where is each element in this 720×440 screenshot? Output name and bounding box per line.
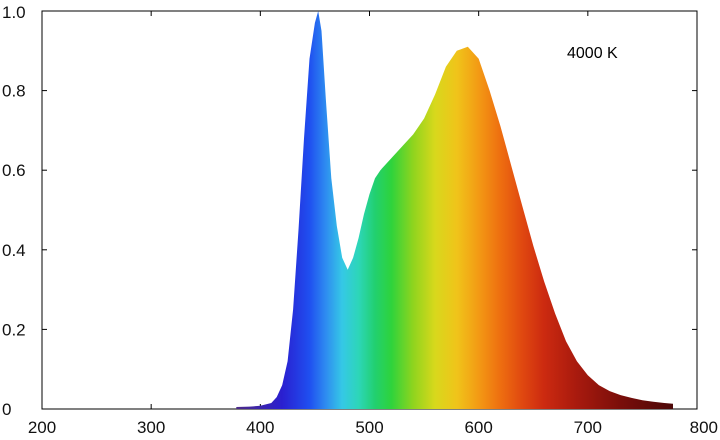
x-tick-label-300: 300: [137, 418, 165, 437]
y-tick-label-0.8: 0.8: [2, 82, 26, 101]
y-tick-labels: 0 0.2 0.4 0.6 0.8 1.0: [2, 3, 26, 419]
color-temperature-label: 4000 K: [567, 45, 618, 62]
x-tick-label-600: 600: [464, 418, 492, 437]
x-tick-label-500: 500: [355, 418, 383, 437]
axis-ticks: [41, 10, 698, 410]
y-tick-label-0: 0: [2, 400, 11, 419]
y-tick-label-0.6: 0.6: [2, 161, 26, 180]
y-tick-label-1.0: 1.0: [2, 3, 26, 22]
x-tick-label-800: 800: [690, 418, 718, 437]
spectrum-area: [236, 11, 674, 409]
x-tick-label-200: 200: [28, 418, 56, 437]
x-tick-label-700: 700: [574, 418, 602, 437]
y-tick-label-0.4: 0.4: [2, 241, 26, 260]
y-tick-label-0.2: 0.2: [2, 320, 26, 339]
x-tick-labels: 200 300 400 500 600 700 800: [28, 418, 718, 437]
x-tick-label-400: 400: [246, 418, 274, 437]
